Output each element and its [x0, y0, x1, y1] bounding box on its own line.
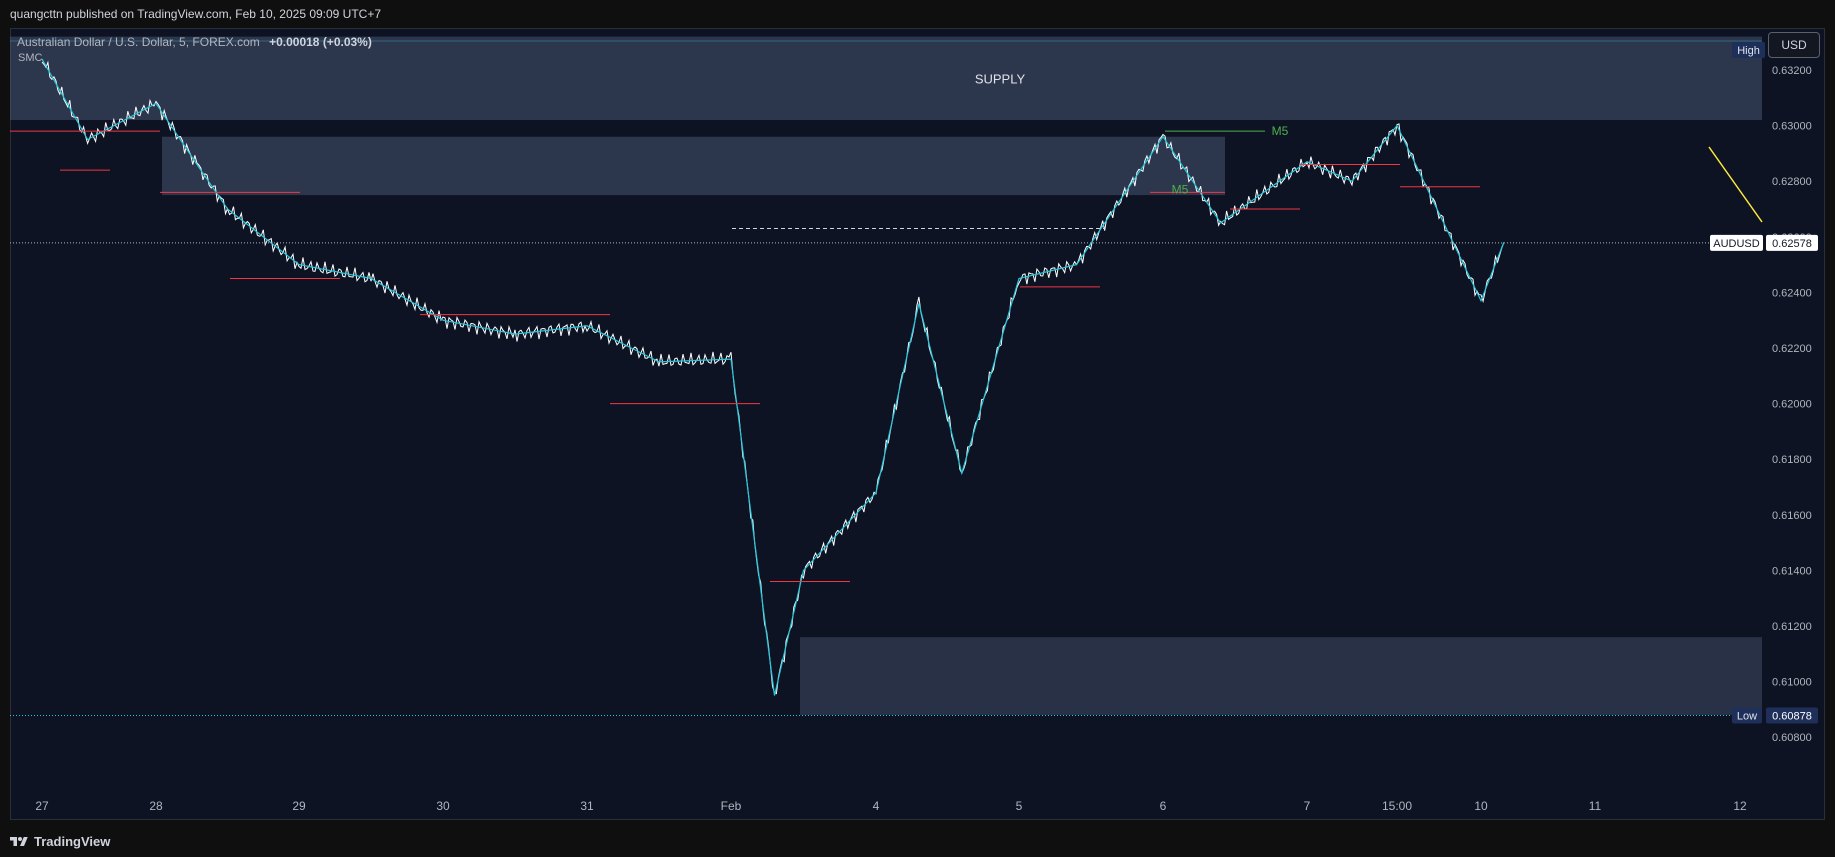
m5-label-2: M5	[1172, 183, 1189, 197]
x-tick-label-7: 4	[873, 799, 880, 813]
y-tick-label-1: 0.63200	[1772, 65, 1812, 77]
y-tick-label-12: 0.61000	[1772, 677, 1812, 689]
high-label-box	[1732, 42, 1765, 58]
x-tick-label-5: 31	[580, 799, 594, 813]
y-tick-label-11: 0.61200	[1772, 621, 1812, 633]
y-tick-label-5: 0.62400	[1772, 287, 1812, 299]
y-tick-label-2: 0.63000	[1772, 121, 1812, 133]
low-label-box	[1732, 707, 1762, 724]
symbol-description[interactable]: Australian Dollar / U.S. Dollar, 5, FORE…	[17, 35, 260, 49]
zone-box-2[interactable]	[162, 136, 1225, 196]
y-tick-label-9: 0.61600	[1772, 510, 1812, 522]
y-tick-label-6: 0.62200	[1772, 343, 1812, 355]
current-price-value-box	[1766, 234, 1818, 251]
low-price-value: 0.60878	[1772, 711, 1812, 723]
currency-button[interactable]: USD	[1768, 32, 1820, 58]
x-tick-label-11: 15:00	[1382, 799, 1412, 813]
m5-label-1: M5	[1272, 124, 1289, 138]
x-tick-label-3: 29	[292, 799, 306, 813]
x-tick-label-8: 5	[1016, 799, 1023, 813]
legend: Australian Dollar / U.S. Dollar, 5, FORE…	[17, 35, 372, 49]
tradingview-logo-icon	[10, 837, 28, 846]
low-label: Low	[1737, 711, 1757, 723]
x-tick-label-10: 7	[1304, 799, 1311, 813]
zone-box-1[interactable]	[10, 36, 1762, 121]
publish-bar: quangcttn published on TradingView.com, …	[0, 0, 1835, 28]
x-tick-label-2: 28	[149, 799, 163, 813]
low-price-value-box	[1766, 707, 1818, 724]
zone-box-3[interactable]	[800, 637, 1762, 715]
footer: TradingView	[0, 826, 1835, 857]
price-change: +0.00018 (+0.03%)	[269, 35, 372, 49]
x-tick-label-9: 6	[1160, 799, 1167, 813]
zigzag-line[interactable]	[41, 58, 1505, 696]
y-tick-label-13: 0.60800	[1772, 732, 1812, 744]
x-tick-label-14: 12	[1733, 799, 1747, 813]
indicator-label[interactable]: SMC	[18, 52, 43, 64]
x-tick-label-12: 10	[1474, 799, 1488, 813]
chart-frame[interactable]	[10, 28, 1825, 820]
footer-brand[interactable]: TradingView	[34, 834, 111, 849]
y-tick-label-8: 0.61800	[1772, 454, 1812, 466]
y-tick-label-10: 0.61400	[1772, 565, 1812, 577]
x-tick-label-1: 27	[35, 799, 49, 813]
publish-line: quangcttn published on TradingView.com, …	[10, 7, 382, 21]
x-tick-label-13: 11	[1589, 799, 1602, 813]
trend-arrow-line[interactable]	[1708, 146, 1763, 223]
y-tick-label-3: 0.62800	[1772, 176, 1812, 188]
current-symbol-label-box	[1710, 234, 1763, 251]
x-tick-label-6: Feb	[721, 799, 742, 813]
supply-zone-label: SUPPLY	[975, 71, 1026, 86]
high-label: High	[1737, 45, 1760, 57]
x-tick-label-4: 30	[436, 799, 450, 813]
y-tick-label-7: 0.62000	[1772, 399, 1812, 411]
current-symbol-label: AUDUSD	[1713, 238, 1760, 250]
current-price-value: 0.62578	[1772, 238, 1812, 250]
